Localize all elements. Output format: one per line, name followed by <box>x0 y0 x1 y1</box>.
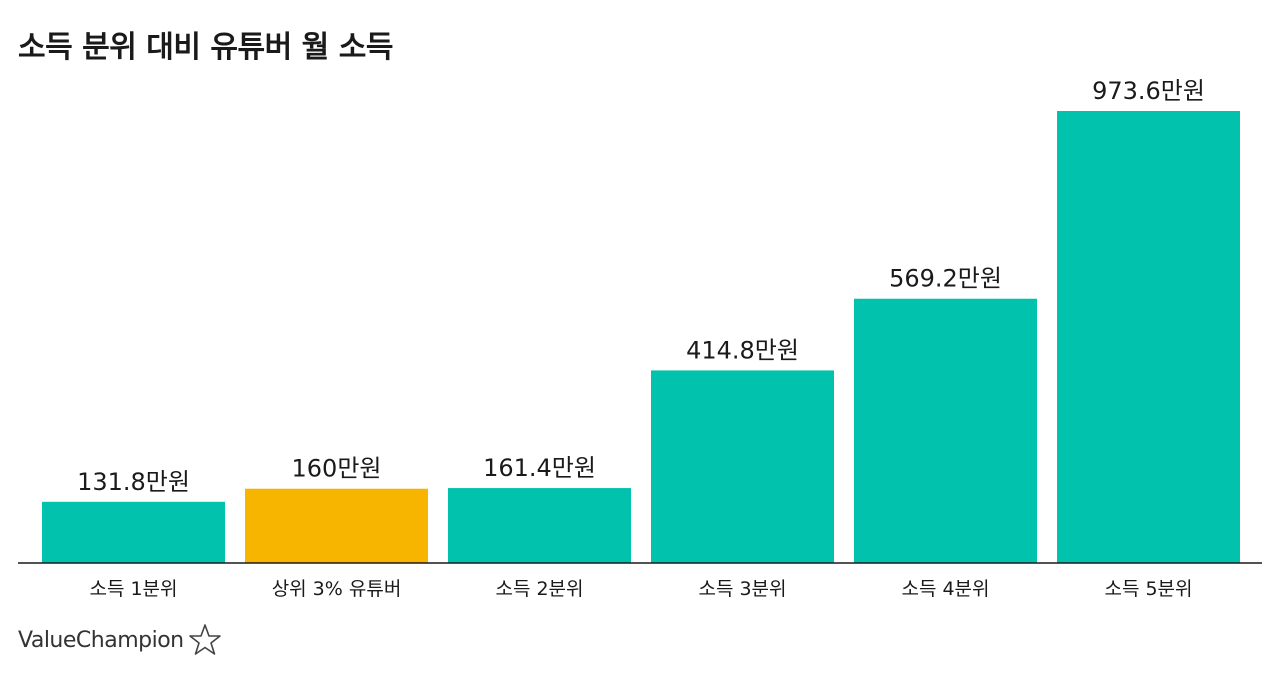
category-label-1: 소득 1분위 <box>89 578 177 600</box>
category-label-6: 소득 5분위 <box>1104 578 1192 600</box>
value-label-5: 569.2만원 <box>889 265 1002 293</box>
chart-title: 소득 분위 대비 유튜버 월 소득 <box>18 30 393 65</box>
bar-6 <box>1057 111 1240 563</box>
bar-3 <box>448 488 631 563</box>
category-label-5: 소득 4분위 <box>901 578 989 600</box>
bar-5 <box>854 298 1037 563</box>
bar-1 <box>42 501 225 563</box>
bar-2 <box>245 488 428 563</box>
brand-logo: ValueChampion <box>18 620 222 660</box>
bars-group <box>42 111 1240 563</box>
value-label-3: 161.4만원 <box>483 454 596 482</box>
value-labels-group: 131.8만원 160만원 161.4만원 414.8만원 569.2만원 973.6만원 <box>77 77 1205 496</box>
value-label-2: 160만원 <box>292 455 382 483</box>
category-label-4: 소득 3분위 <box>698 578 786 600</box>
value-label-1: 131.8만원 <box>77 468 190 496</box>
value-label-6: 973.6만원 <box>1092 77 1205 105</box>
category-label-2: 상위 3% 유튜버 <box>272 578 402 600</box>
category-labels-group: 소득 1분위 상위 3% 유튜버 소득 2분위 소득 3분위 소득 4분위 소득 5분위 <box>89 578 1192 600</box>
value-label-4: 414.8만원 <box>686 336 799 364</box>
bar-4 <box>651 370 834 563</box>
brand-name: ValueChampion <box>18 627 184 653</box>
star-outline-icon <box>188 624 221 655</box>
category-label-3: 소득 2분위 <box>495 578 583 600</box>
